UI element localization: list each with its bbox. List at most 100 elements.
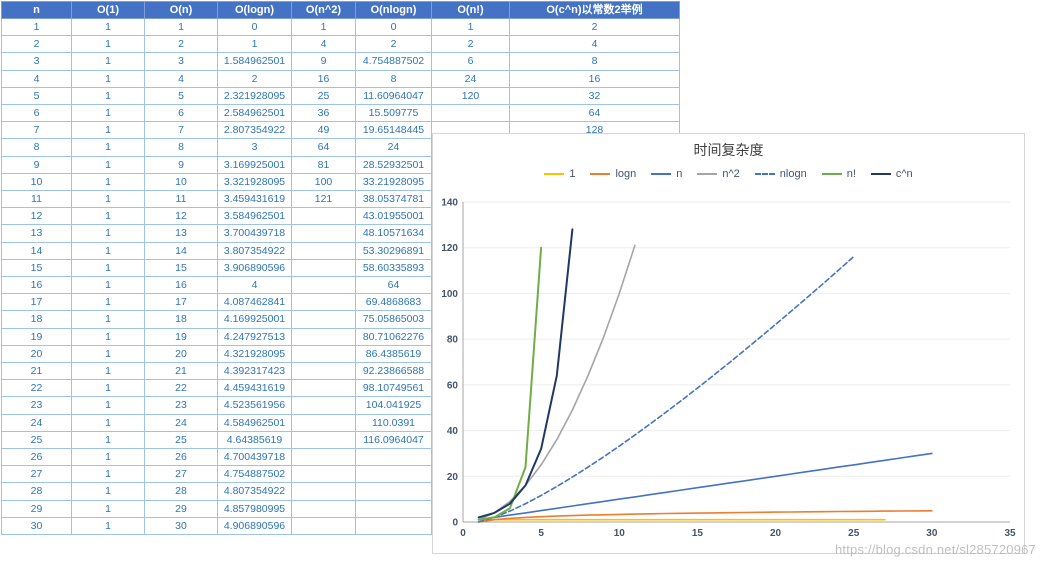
- table-cell[interactable]: 81: [291, 155, 356, 174]
- table-cell[interactable]: 13: [144, 224, 218, 243]
- table-cell[interactable]: 121: [291, 190, 356, 209]
- table-cell[interactable]: [291, 258, 356, 278]
- table-cell[interactable]: 25: [144, 430, 218, 450]
- table-cell[interactable]: [291, 379, 356, 398]
- table-cell[interactable]: 22: [1, 379, 72, 398]
- table-cell[interactable]: 15: [144, 258, 218, 278]
- column-header[interactable]: O(nlogn): [355, 1, 432, 19]
- column-header[interactable]: n: [1, 1, 72, 19]
- table-cell[interactable]: 1: [71, 310, 145, 329]
- table-cell[interactable]: 16: [509, 69, 680, 88]
- table-cell[interactable]: 25: [291, 86, 356, 106]
- table-cell[interactable]: [291, 276, 356, 295]
- table-cell[interactable]: 2: [144, 35, 218, 54]
- table-cell[interactable]: 1: [71, 276, 145, 295]
- table-cell[interactable]: 120: [431, 86, 510, 106]
- table-cell[interactable]: 1: [71, 52, 145, 71]
- table-cell[interactable]: 1: [71, 499, 145, 518]
- table-cell[interactable]: 22: [144, 379, 218, 398]
- table-cell[interactable]: 16: [144, 276, 218, 295]
- table-cell[interactable]: [291, 396, 356, 415]
- table-cell[interactable]: [355, 499, 432, 518]
- table-cell[interactable]: 1: [431, 17, 510, 37]
- table-cell[interactable]: 75.05865003: [355, 310, 432, 329]
- table-cell[interactable]: 17: [1, 293, 72, 312]
- table-cell[interactable]: 53.30296891: [355, 241, 432, 260]
- table-cell[interactable]: 4.906890596: [217, 516, 292, 536]
- table-cell[interactable]: [291, 499, 356, 518]
- table-cell[interactable]: 18: [1, 310, 72, 329]
- table-cell[interactable]: 21: [144, 362, 218, 381]
- table-cell[interactable]: 28: [144, 482, 218, 501]
- table-cell[interactable]: 23: [144, 396, 218, 415]
- table-cell[interactable]: 36: [291, 104, 356, 123]
- table-cell[interactable]: 1: [71, 207, 145, 226]
- table-cell[interactable]: [291, 327, 356, 346]
- table-cell[interactable]: 1: [71, 448, 145, 467]
- table-cell[interactable]: 19.65148445: [355, 121, 432, 140]
- table-cell[interactable]: 29: [1, 499, 72, 518]
- table-cell[interactable]: 2: [355, 35, 432, 54]
- table-cell[interactable]: 43.01955001: [355, 207, 432, 226]
- table-cell[interactable]: 110.0391: [355, 413, 432, 432]
- table-cell[interactable]: 12: [144, 207, 218, 226]
- table-cell[interactable]: 1: [71, 258, 145, 278]
- column-header[interactable]: O(n!): [431, 1, 510, 19]
- table-cell[interactable]: 4.754887502: [217, 465, 292, 484]
- table-cell[interactable]: [291, 293, 356, 312]
- table-cell[interactable]: 29: [144, 499, 218, 518]
- column-header[interactable]: O(1): [71, 1, 145, 19]
- table-cell[interactable]: 7: [1, 121, 72, 140]
- table-cell[interactable]: 116.0964047: [355, 430, 432, 450]
- column-header[interactable]: O(n): [144, 1, 218, 19]
- table-cell[interactable]: 49: [291, 121, 356, 140]
- table-cell[interactable]: 1: [71, 69, 145, 88]
- table-cell[interactable]: [291, 241, 356, 260]
- table-cell[interactable]: 20: [144, 344, 218, 364]
- table-cell[interactable]: 1.584962501: [217, 52, 292, 71]
- table-cell[interactable]: 24: [355, 138, 432, 157]
- table-cell[interactable]: 27: [144, 465, 218, 484]
- table-cell[interactable]: 1: [71, 241, 145, 260]
- table-cell[interactable]: 24: [431, 69, 510, 88]
- table-cell[interactable]: 4.584962501: [217, 413, 292, 432]
- table-cell[interactable]: 4.321928095: [217, 344, 292, 364]
- table-cell[interactable]: 3.700439718: [217, 224, 292, 243]
- table-cell[interactable]: 1: [71, 155, 145, 174]
- table-cell[interactable]: 5: [1, 86, 72, 106]
- table-cell[interactable]: 7: [144, 121, 218, 140]
- table-cell[interactable]: 28.52932501: [355, 155, 432, 174]
- table-cell[interactable]: 1: [71, 190, 145, 209]
- table-cell[interactable]: 14: [144, 241, 218, 260]
- table-cell[interactable]: [355, 465, 432, 484]
- table-cell[interactable]: 4.087462841: [217, 293, 292, 312]
- table-cell[interactable]: 2: [509, 17, 680, 37]
- table-cell[interactable]: 48.10571634: [355, 224, 432, 243]
- table-cell[interactable]: 1: [71, 121, 145, 140]
- table-cell[interactable]: [355, 482, 432, 501]
- table-cell[interactable]: 15: [1, 258, 72, 278]
- table-cell[interactable]: 1: [71, 482, 145, 501]
- table-cell[interactable]: 1: [71, 465, 145, 484]
- table-cell[interactable]: 3.807354922: [217, 241, 292, 260]
- table-cell[interactable]: 11.60964047: [355, 86, 432, 106]
- table-cell[interactable]: 1: [71, 430, 145, 450]
- table-cell[interactable]: 9: [144, 155, 218, 174]
- table-cell[interactable]: 19: [1, 327, 72, 346]
- table-cell[interactable]: 26: [1, 448, 72, 467]
- table-cell[interactable]: 4.754887502: [355, 52, 432, 71]
- table-cell[interactable]: [291, 344, 356, 364]
- table-cell[interactable]: 23: [1, 396, 72, 415]
- table-cell[interactable]: 28: [1, 482, 72, 501]
- table-cell[interactable]: 0: [217, 17, 292, 37]
- table-cell[interactable]: 86.4385619: [355, 344, 432, 364]
- table-cell[interactable]: 8: [355, 69, 432, 88]
- table-cell[interactable]: 25: [1, 430, 72, 450]
- table-cell[interactable]: 3: [144, 52, 218, 71]
- table-cell[interactable]: 17: [144, 293, 218, 312]
- table-cell[interactable]: 4: [291, 35, 356, 54]
- table-cell[interactable]: 2: [1, 35, 72, 54]
- table-cell[interactable]: [291, 207, 356, 226]
- table-cell[interactable]: 26: [144, 448, 218, 467]
- table-cell[interactable]: 2.807354922: [217, 121, 292, 140]
